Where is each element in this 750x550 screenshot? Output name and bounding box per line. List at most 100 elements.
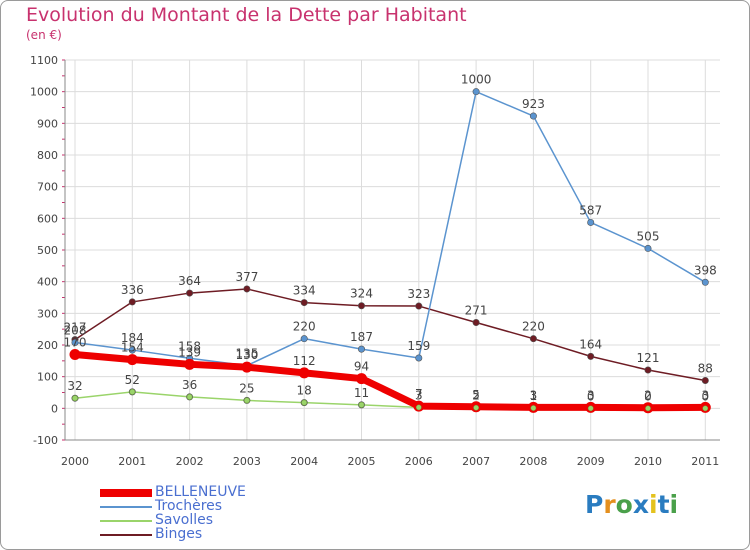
x-tick-label: 2006 — [405, 455, 433, 468]
legend-swatch-trocheres — [100, 506, 152, 508]
data-label: 94 — [354, 360, 369, 374]
data-point — [241, 361, 253, 373]
data-label: 170 — [64, 336, 87, 350]
logo-letter: i — [649, 490, 658, 519]
y-tick-label: 200 — [37, 339, 58, 352]
y-tick-label: 500 — [37, 244, 58, 257]
data-point-overlay — [301, 399, 308, 406]
data-point-overlay — [186, 394, 193, 400]
legend-item-binges: Binges — [100, 526, 320, 542]
data-label: 0 — [587, 389, 595, 403]
logo-letter: P — [585, 490, 604, 519]
x-tick-label: 2009 — [577, 455, 605, 468]
series-line-belleneuve — [74, 351, 706, 412]
data-point-overlay — [645, 405, 651, 412]
data-point — [126, 354, 138, 366]
data-label: 187 — [350, 330, 373, 344]
data-point-overlay — [129, 389, 136, 395]
data-label: 377 — [235, 270, 258, 284]
legend-label-binges: Binges — [155, 526, 203, 542]
data-point — [587, 352, 595, 360]
data-point-overlay — [358, 402, 365, 408]
y-tick-label: 600 — [37, 212, 58, 225]
data-point — [529, 335, 537, 343]
data-label: 135 — [235, 347, 258, 361]
data-point — [243, 285, 251, 293]
chart-legend: BELLENEUVE Trochères Savolles Binges — [100, 484, 320, 542]
data-label: 364 — [178, 274, 201, 288]
legend-item-trocheres: Trochères — [100, 498, 320, 514]
data-point — [472, 88, 480, 96]
x-tick-label: 2008 — [519, 455, 547, 468]
data-point-overlay — [530, 405, 537, 411]
data-label: 208 — [64, 323, 87, 337]
logo-letter: x — [632, 490, 649, 519]
y-tick-label: 1100 — [30, 54, 58, 67]
data-label: 923 — [522, 97, 545, 111]
data-label: 336 — [121, 283, 144, 297]
data-point — [69, 349, 81, 360]
data-point-overlay — [702, 405, 709, 412]
data-point-overlay — [244, 397, 250, 404]
legend-label-belleneuve: BELLENEUVE — [155, 484, 246, 500]
data-label: 323 — [407, 287, 430, 301]
data-label: 88 — [698, 361, 713, 375]
x-tick-label: 2011 — [691, 455, 719, 468]
data-label: 139 — [178, 345, 201, 359]
x-tick-label: 2007 — [462, 455, 490, 468]
data-label: 398 — [694, 263, 717, 277]
data-label: 505 — [637, 229, 660, 243]
legend-swatch-binges — [100, 534, 152, 536]
data-point — [529, 112, 537, 120]
data-label: 271 — [465, 304, 488, 318]
data-label: 7 — [415, 387, 423, 401]
data-label: 324 — [350, 287, 373, 301]
data-label: 3 — [415, 388, 423, 402]
y-tick-label: 800 — [37, 149, 58, 162]
y-tick-label: 700 — [37, 181, 58, 194]
data-label: 158 — [178, 339, 201, 353]
legend-swatch-savolles — [100, 520, 152, 522]
series-line-binges — [74, 288, 706, 382]
x-tick-label: 2005 — [348, 455, 376, 468]
x-tick-label: 2004 — [290, 455, 318, 468]
y-tick-label: 300 — [37, 307, 58, 320]
y-tick-label: -100 — [33, 434, 58, 447]
legend-item-savolles: Savolles — [100, 512, 320, 528]
data-label: 52 — [125, 373, 140, 387]
series-line-trochères — [74, 90, 706, 367]
data-point — [186, 289, 194, 297]
data-label: 3 — [587, 388, 595, 402]
data-point — [415, 302, 423, 310]
data-label: 587 — [579, 203, 602, 217]
logo-letter: r — [603, 490, 616, 519]
data-point — [184, 358, 196, 370]
data-point-overlay — [587, 405, 594, 412]
data-point — [128, 298, 136, 306]
data-point — [701, 376, 709, 384]
y-tick-label: 1000 — [30, 86, 58, 99]
data-label: 164 — [579, 337, 602, 351]
data-label: 220 — [522, 320, 545, 334]
data-point — [644, 366, 652, 374]
data-label: 112 — [293, 354, 316, 368]
y-tick-label: 900 — [37, 117, 58, 130]
data-label: 36 — [182, 378, 197, 392]
legend-swatch-belleneuve — [100, 489, 152, 497]
data-point — [298, 367, 310, 379]
legend-item-belleneuve: BELLENEUVE — [100, 484, 320, 500]
data-label: 159 — [407, 339, 430, 353]
proxiti-logo: Proxiti — [585, 490, 678, 519]
data-label: 32 — [67, 379, 82, 393]
data-label: 3 — [701, 388, 709, 402]
data-point-overlay — [415, 404, 422, 411]
legend-label-trocheres: Trochères — [155, 498, 223, 514]
data-point — [128, 346, 136, 354]
data-label: 11 — [354, 386, 369, 400]
data-label: 2 — [472, 389, 480, 403]
data-point-overlay — [473, 404, 479, 411]
x-tick-label: 2010 — [634, 455, 662, 468]
logo-letter: t — [657, 490, 670, 519]
data-label: 334 — [293, 284, 316, 298]
